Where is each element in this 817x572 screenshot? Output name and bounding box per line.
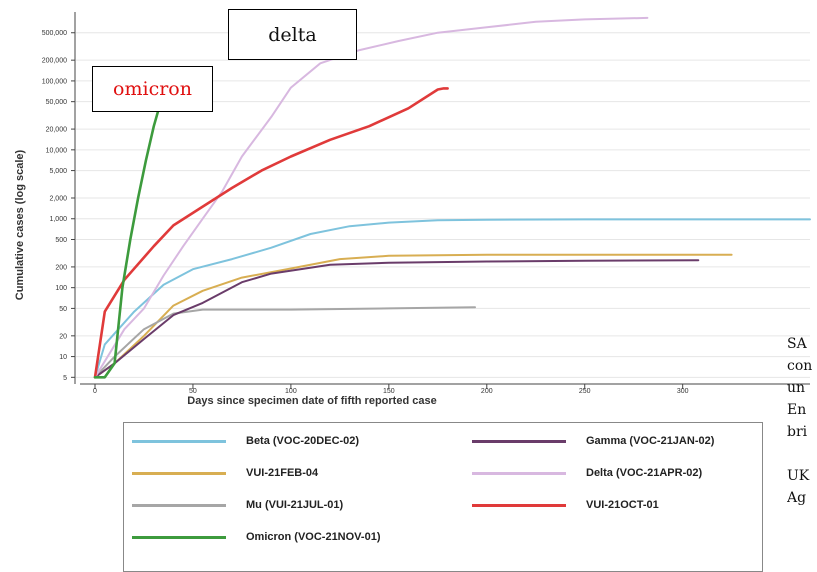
- legend-item: VUI-21OCT-01: [472, 499, 659, 511]
- y-tick-label: 200,000: [42, 58, 67, 65]
- y-tick-label: 50,000: [46, 99, 68, 106]
- y-tick-label: 5,000: [49, 168, 67, 175]
- legend-label: Omicron (VOC-21NOV-01): [246, 531, 381, 543]
- legend-swatch: [472, 503, 566, 507]
- side-note: SA con un En bri UK Ag: [787, 333, 817, 563]
- series-line: [94, 218, 811, 379]
- y-axis-label: Cumulative cases (log scale): [14, 149, 26, 300]
- series-line: [94, 259, 700, 379]
- x-tick-label: 100: [285, 388, 297, 395]
- series-line: [93, 94, 167, 379]
- legend-item: Mu (VUI-21JUL-01): [132, 499, 343, 511]
- side-note-line: un: [787, 380, 806, 396]
- legend-item: Omicron (VOC-21NOV-01): [132, 531, 380, 543]
- omicron-callout: omicron: [92, 66, 213, 112]
- legend-label: Beta (VOC-20DEC-02): [246, 435, 360, 447]
- series-line: [93, 87, 449, 379]
- legend: Beta (VOC-20DEC-02) Gamma (VOC-21JAN-02) V…: [123, 422, 763, 572]
- side-note-line: En: [787, 402, 807, 418]
- delta-callout: delta: [228, 9, 357, 60]
- x-tick-label: 250: [579, 388, 591, 395]
- y-axis: 5 10 20 50 100 200 500 1,000 2,000 5,000 10,000 20,…: [42, 12, 76, 384]
- legend-item: Gamma (VOC-21JAN-02): [472, 435, 714, 447]
- side-note-line: bri: [787, 424, 808, 440]
- legend-swatch: [132, 471, 226, 475]
- legend-item: Delta (VOC-21APR-02): [472, 467, 702, 479]
- y-tick-label: 500: [55, 237, 67, 244]
- side-note-line: con: [787, 358, 813, 374]
- side-note-line: [787, 443, 817, 465]
- y-tick-label: 10: [59, 354, 67, 361]
- legend-swatch: [132, 503, 226, 507]
- legend-swatch: [472, 471, 566, 475]
- side-note-line: SA: [787, 336, 807, 352]
- series-line: [94, 16, 649, 379]
- side-note-line: Ag: [787, 490, 807, 506]
- y-tick-label: 500,000: [42, 30, 67, 37]
- legend-swatch: [472, 439, 566, 443]
- x-axis: 0 50 100 150 200 250 300: [80, 383, 810, 395]
- series-line: [94, 306, 476, 379]
- x-tick-label: 0: [93, 388, 97, 395]
- y-tick-label: 20: [59, 333, 67, 340]
- legend-swatch: [132, 535, 226, 539]
- x-tick-label: 200: [481, 388, 493, 395]
- legend-item: VUI-21FEB-04: [132, 467, 318, 479]
- legend-label: Delta (VOC-21APR-02): [586, 467, 703, 479]
- series-line: [94, 253, 733, 379]
- y-tick-label: 100: [55, 285, 67, 292]
- legend-label: Gamma (VOC-21JAN-02): [586, 435, 715, 447]
- x-tick-label: 300: [677, 388, 689, 395]
- legend-item: Beta (VOC-20DEC-02): [132, 435, 359, 447]
- y-tick-label: 1,000: [49, 216, 67, 223]
- y-tick-label: 100,000: [42, 78, 67, 85]
- legend-label: Mu (VUI-21JUL-01): [246, 499, 344, 511]
- x-axis-label: Days since specimen date of fifth report…: [187, 395, 436, 407]
- y-tick-label: 5: [63, 375, 67, 382]
- series-layer: [93, 16, 811, 379]
- y-tick-label: 20,000: [46, 127, 68, 134]
- x-tick-label: 50: [189, 388, 197, 395]
- chart: 51020501002005001,0002,0005,00010,00020,…: [14, 12, 811, 407]
- y-tick-label: 50: [59, 306, 67, 313]
- legend-label: VUI-21OCT-01: [586, 499, 659, 511]
- legend-label: VUI-21FEB-04: [246, 467, 319, 479]
- legend-swatch: [132, 439, 226, 443]
- side-note-line: UK: [787, 468, 810, 484]
- y-tick-label: 10,000: [46, 147, 68, 154]
- y-tick-label: 200: [55, 264, 67, 271]
- x-tick-label: 150: [383, 388, 395, 395]
- y-tick-label: 2,000: [49, 196, 67, 203]
